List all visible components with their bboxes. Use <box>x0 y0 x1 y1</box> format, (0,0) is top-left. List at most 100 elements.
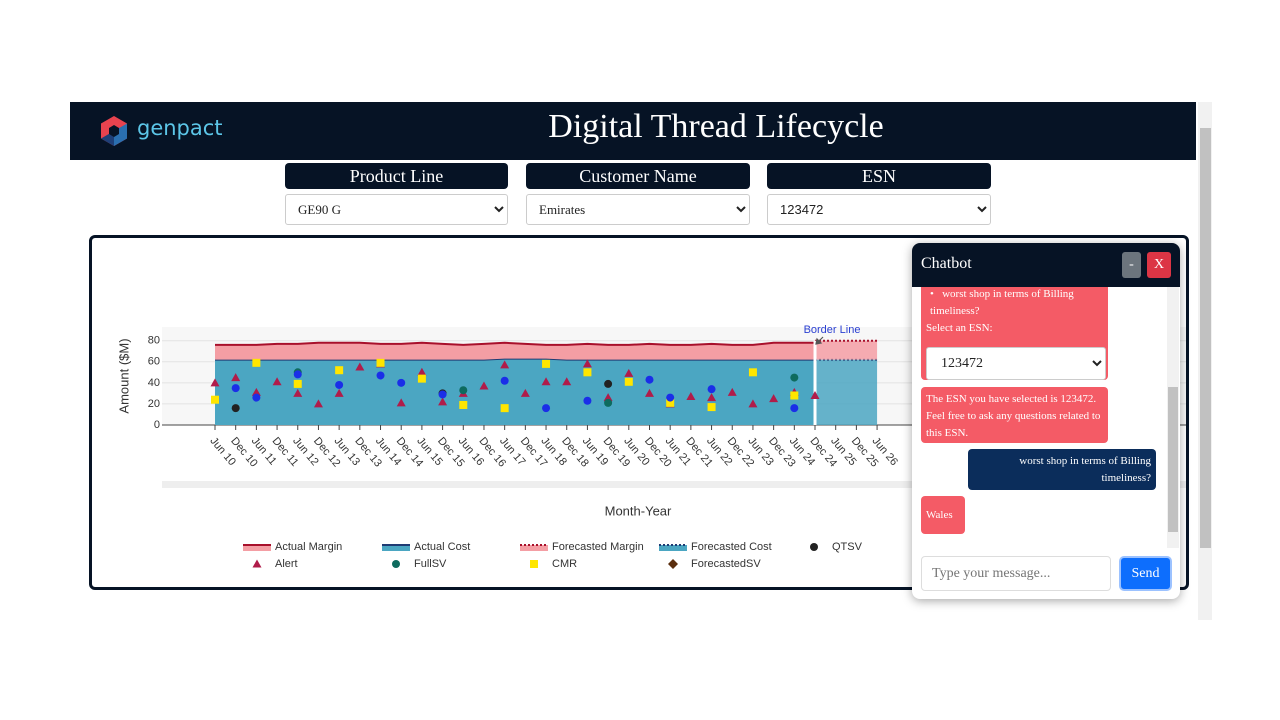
y-tick-label: 80 <box>148 335 160 347</box>
marker <box>542 359 551 368</box>
legend-marker <box>530 560 538 568</box>
prompt: Select an ESN: <box>926 322 993 334</box>
marker <box>748 399 758 408</box>
marker <box>252 358 261 367</box>
marker <box>769 394 779 403</box>
marker <box>541 377 551 386</box>
area <box>815 359 878 425</box>
marker <box>252 393 261 402</box>
y-tick-label: 60 <box>148 356 160 368</box>
bullet-item: • worst shop in terms of Billing timelin… <box>930 288 1074 317</box>
bot-message: Wales <box>921 496 965 534</box>
marker <box>211 395 219 404</box>
product-line-select[interactable]: GE90 G <box>285 194 508 225</box>
x-axis-title: Month-Year <box>605 503 672 518</box>
bullet-text: worst shop in terms of Billing timelines… <box>930 288 1074 317</box>
minimize-button[interactable]: - <box>1122 252 1141 278</box>
message-input[interactable] <box>921 556 1111 591</box>
filter-label: ESN <box>767 163 991 189</box>
logo: genpact <box>137 116 223 140</box>
marker <box>810 390 820 399</box>
marker <box>313 399 323 408</box>
chatbot-header: Chatbot - X <box>912 243 1180 287</box>
marker <box>666 398 675 407</box>
area <box>215 342 816 360</box>
marker <box>293 388 303 397</box>
legend-marker <box>252 559 262 568</box>
marker <box>459 386 468 395</box>
legend-label: QTSV <box>832 541 863 553</box>
marker <box>707 393 717 402</box>
areas <box>215 339 878 425</box>
marker <box>727 387 737 396</box>
marker <box>583 396 592 405</box>
y-tick-label: 40 <box>148 377 160 389</box>
marker <box>603 393 613 402</box>
marker <box>604 398 613 407</box>
legend-label: ForecastedSV <box>691 558 761 570</box>
area-line <box>215 341 816 346</box>
page-title: Digital Thread Lifecycle <box>548 108 884 145</box>
marker <box>707 403 716 412</box>
annotation: Border Line <box>804 324 861 336</box>
marker <box>624 368 634 377</box>
message-scroll-thumb[interactable] <box>1168 387 1178 532</box>
marker <box>396 398 406 407</box>
filter-label: Product Line <box>285 163 508 189</box>
esn-select[interactable]: 123472 <box>767 194 991 225</box>
legend-swatch <box>243 545 271 551</box>
marker <box>562 377 572 386</box>
marker <box>251 387 261 396</box>
area <box>215 358 816 425</box>
marker <box>604 379 613 388</box>
y-tick-label: 0 <box>154 419 160 431</box>
legend-swatch <box>520 545 548 551</box>
legend-swatch <box>659 545 687 551</box>
user-message: worst shop in terms of Billing timelines… <box>968 449 1156 490</box>
marker <box>686 392 696 401</box>
customer-select[interactable]: Emirates <box>526 194 750 225</box>
marker <box>376 371 385 380</box>
marker <box>500 360 510 369</box>
marker <box>707 385 716 394</box>
marker <box>644 388 654 397</box>
marker <box>397 378 406 387</box>
esn-chat-select[interactable]: 123472 <box>926 347 1106 380</box>
marker <box>231 373 241 382</box>
marker <box>355 362 365 371</box>
marker <box>583 368 592 377</box>
marker <box>479 381 489 390</box>
marker <box>790 391 799 400</box>
logo-icon <box>101 116 127 146</box>
area <box>815 340 878 360</box>
send-button[interactable]: Send <box>1119 556 1172 591</box>
legend-label: Alert <box>275 558 298 570</box>
marker <box>231 404 240 413</box>
marker <box>500 376 509 385</box>
bot-message: The ESN you have selected is 123472. Fee… <box>921 387 1108 443</box>
range-slider[interactable] <box>162 481 1186 488</box>
legend-label: Forecasted Margin <box>552 541 644 553</box>
marker <box>438 397 448 406</box>
filter-label: Customer Name <box>526 163 750 189</box>
marker <box>376 358 385 367</box>
marker <box>790 373 799 382</box>
legend-label: Forecasted Cost <box>691 541 772 553</box>
legend-marker <box>668 559 678 569</box>
marker <box>645 375 654 384</box>
close-button[interactable]: X <box>1147 252 1171 278</box>
legend-label: Actual Cost <box>414 541 470 553</box>
marker <box>520 388 530 397</box>
legend-swatch <box>382 545 410 551</box>
marker <box>417 374 426 383</box>
header: genpact Digital Thread Lifecycle <box>70 102 1196 160</box>
legend-label: CMR <box>552 558 577 570</box>
page-scroll-thumb[interactable] <box>1200 128 1211 548</box>
message-list: • worst shop in terms of Billing timelin… <box>912 287 1180 548</box>
markers <box>210 358 820 413</box>
bot-message: • worst shop in terms of Billing timelin… <box>921 287 1108 380</box>
marker <box>335 366 344 375</box>
marker <box>293 379 302 388</box>
